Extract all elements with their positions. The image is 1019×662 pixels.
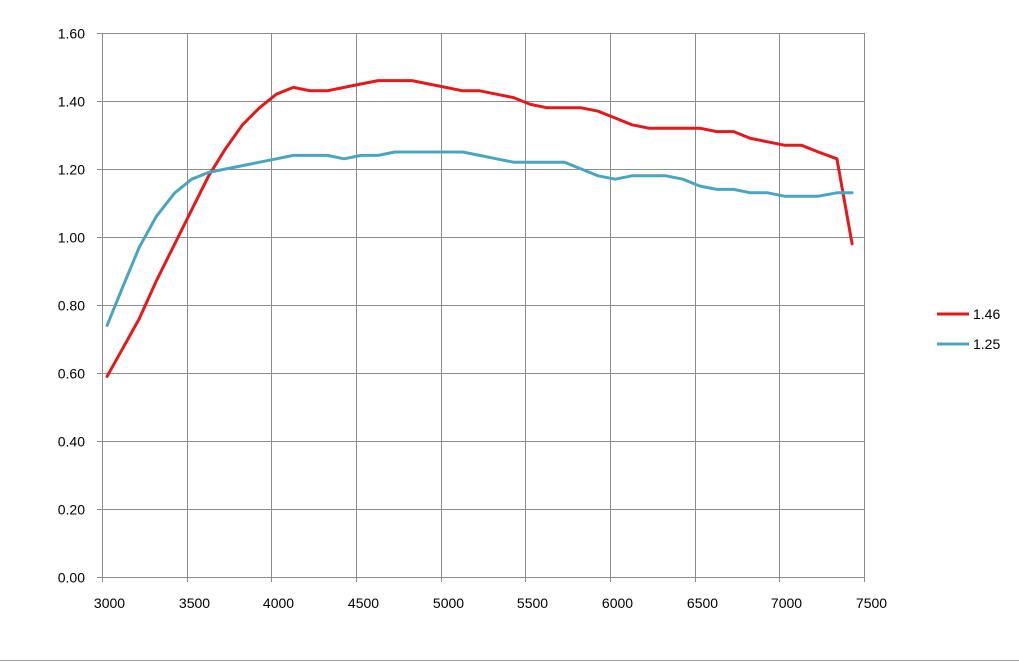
y-tick-label: 0.00 (58, 570, 85, 586)
legend: 1.46 1.25 (937, 306, 1000, 352)
x-tick-label: 3500 (179, 595, 210, 611)
x-tick-label: 5500 (517, 595, 548, 611)
y-tick-label: 1.00 (58, 230, 85, 246)
x-tick-label: 3000 (94, 595, 125, 611)
axes (97, 33, 865, 582)
x-tick-label: 7500 (856, 595, 887, 611)
y-tick-label: 1.60 (58, 26, 85, 42)
y-axis-tick-labels: 0.00 0.20 0.40 0.60 0.80 1.00 1.20 1.40 1.60 (58, 26, 85, 586)
y-tick-label: 1.40 (58, 94, 85, 110)
x-tick-label: 6500 (687, 595, 718, 611)
x-tick-label: 6000 (602, 595, 633, 611)
plot-area-series (105, 79, 854, 378)
x-tick-label: 4000 (263, 595, 294, 611)
x-tick-label: 7000 (771, 595, 802, 611)
series-line-1.25 (105, 150, 854, 327)
legend-label: 1.25 (973, 336, 1000, 352)
y-tick-label: 0.40 (58, 434, 85, 450)
y-tick-label: 0.60 (58, 366, 85, 382)
y-tick-label: 0.20 (58, 502, 85, 518)
y-tick-label: 1.20 (58, 162, 85, 178)
x-axis-tick-labels: 3000 3500 4000 4500 5000 5500 6000 6500 7000 7500 (94, 595, 887, 611)
grid (102, 33, 865, 578)
x-tick-label: 5000 (433, 595, 464, 611)
bottom-divider (0, 660, 1019, 661)
y-tick-label: 0.80 (58, 298, 85, 314)
x-tick-label: 4500 (348, 595, 379, 611)
legend-label: 1.46 (973, 306, 1000, 322)
series-line-1.46 (105, 79, 854, 378)
